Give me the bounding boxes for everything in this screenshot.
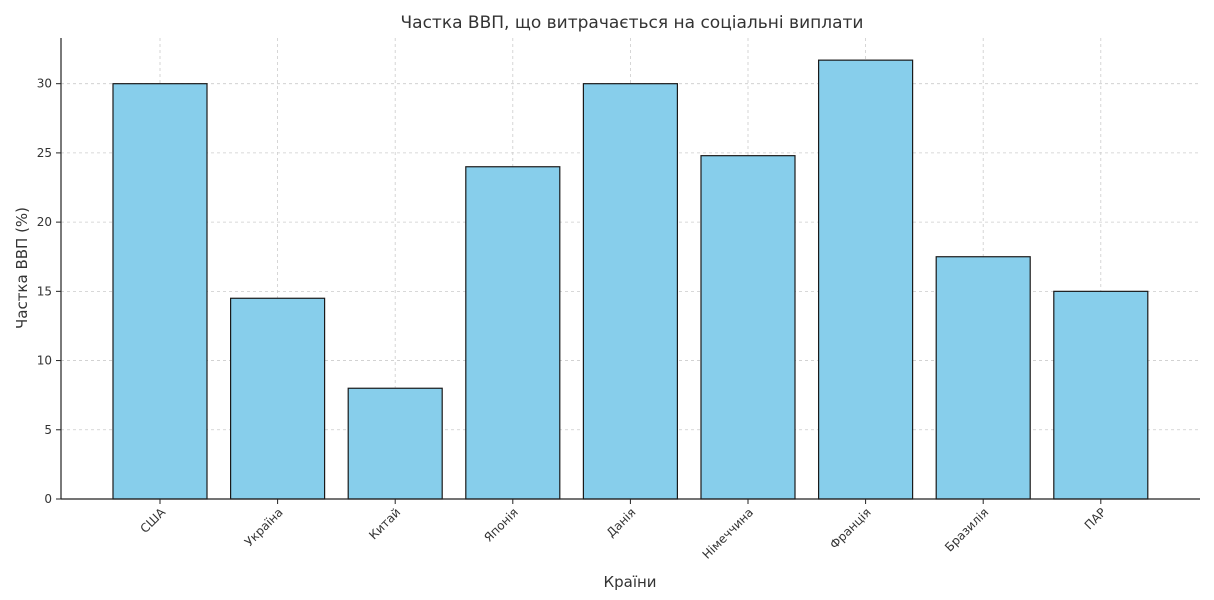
x-tick-label: Китай (366, 505, 403, 542)
x-tick-label: Бразилія (942, 505, 991, 554)
bars (112, 59, 1149, 500)
bar (1053, 290, 1149, 500)
x-tick-label: Японія (481, 505, 521, 545)
x-tick-label: Франція (827, 505, 874, 552)
y-tick-label: 15 (37, 284, 52, 298)
y-tick-label: 25 (37, 146, 52, 160)
bar (347, 387, 443, 500)
y-tick-label: 10 (37, 354, 52, 368)
x-tick-label: Данія (604, 505, 639, 540)
chart-title: Частка ВВП, що витрачається на соціальні… (401, 13, 864, 33)
bar (112, 83, 208, 500)
bar (582, 83, 679, 500)
bar (935, 256, 1031, 500)
bar (700, 155, 796, 500)
y-tick-label: 0 (44, 492, 52, 506)
bar (230, 297, 326, 500)
y-tick-label: 5 (44, 423, 52, 437)
y-axis-label: Частка ВВП (%) (13, 207, 31, 329)
y-ticks: 0 5 10 15 20 25 30 (37, 77, 61, 506)
bar (817, 59, 914, 500)
x-ticks: США Україна Китай Японія Данія Німеччина Франц… (137, 499, 1109, 562)
bar (465, 166, 561, 500)
x-axis-label: Країни (603, 573, 656, 591)
x-tick-label: США (137, 505, 168, 536)
x-tick-label: ПАР (1082, 505, 1109, 532)
x-tick-label: Німеччина (700, 505, 757, 562)
y-tick-label: 30 (37, 77, 52, 91)
y-tick-label: 20 (37, 215, 52, 229)
x-tick-label: Україна (242, 505, 286, 549)
